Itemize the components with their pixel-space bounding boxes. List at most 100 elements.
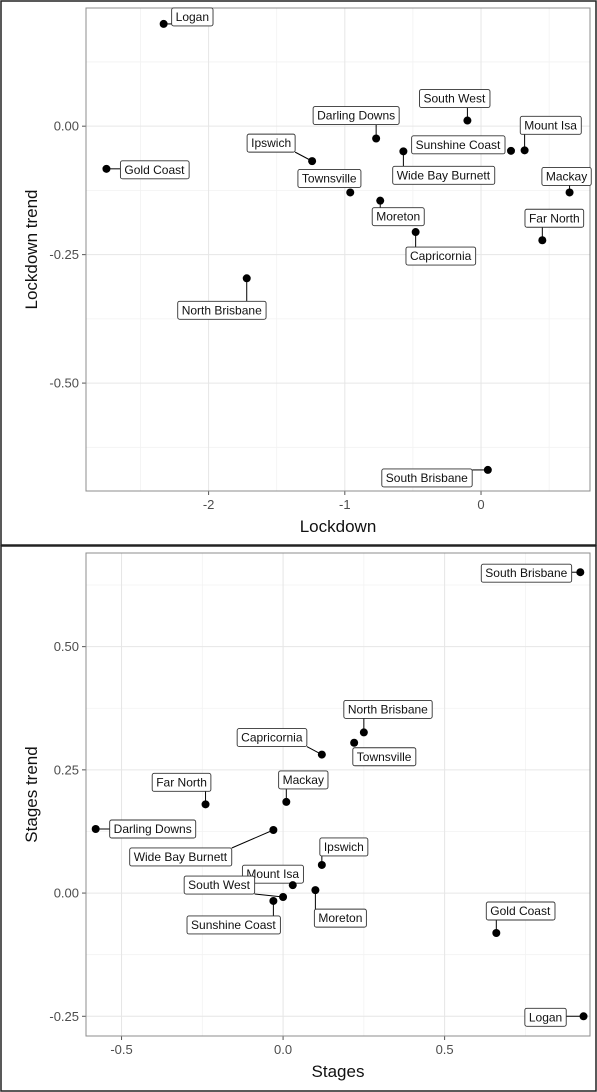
panel-2-point-group-far-north: Far North bbox=[151, 772, 212, 809]
panel-2-point-label-south-brisbane: South Brisbane bbox=[485, 566, 567, 580]
panel-1-point-group-north-brisbane: North Brisbane bbox=[177, 274, 267, 320]
panel-2-point-south-west bbox=[279, 893, 288, 902]
panel-2-leader-south-west bbox=[254, 893, 284, 898]
panel-1-point-logan bbox=[159, 19, 168, 28]
panel-2-label-box-far-north bbox=[151, 772, 212, 792]
panel-2: -0.5 0.0 0.5 0.50 0.25 0.00 -0.25 Stages Stages … bbox=[0, 545, 597, 1092]
panel-2-point-capricornia bbox=[317, 750, 326, 759]
panel-2-point-group-moreton: Moreton bbox=[311, 886, 367, 928]
panel-2-point-group-townsville: Townsville bbox=[350, 738, 417, 767]
panel-2-point-label-townsville: Townsville bbox=[357, 750, 412, 764]
panel-1-point-ipswich bbox=[308, 157, 317, 166]
panel-1-point-label-south-west: South West bbox=[423, 92, 485, 106]
panel-1-label-box-far-north bbox=[524, 208, 585, 228]
panel-2-point-group-gold-coast: Gold Coast bbox=[485, 901, 556, 937]
panel-2-point-group-south-brisbane: South Brisbane bbox=[480, 563, 585, 583]
panel-2-point-far-north bbox=[201, 800, 210, 809]
panel-2-point-label-far-north: Far North bbox=[156, 775, 207, 789]
panel-1-point-townsville bbox=[346, 188, 355, 197]
panel-1-label-box-south-west bbox=[419, 89, 491, 108]
panel-1-point-label-moreton: Moreton bbox=[376, 210, 420, 224]
panel-1-point-label-ipswich: Ipswich bbox=[251, 136, 291, 150]
panel-2-point-group-south-west: South West bbox=[183, 875, 288, 902]
panel-2-label-box-gold-coast bbox=[485, 901, 556, 921]
panel-2-leader-wide-bay-burnett bbox=[231, 829, 274, 849]
panel-2-point-gold-coast bbox=[492, 928, 501, 937]
panel-1-point-south-brisbane bbox=[483, 465, 492, 474]
panel-1-point-label-logan: Logan bbox=[176, 10, 209, 24]
panel-2-label-box-capricornia bbox=[236, 728, 308, 748]
panel-2-point-moreton bbox=[311, 886, 320, 895]
panel-2-point-group-mackay: Mackay bbox=[278, 770, 329, 806]
panel-2-label-box-darling-downs bbox=[109, 819, 197, 839]
panel-1-point-label-far-north: Far North bbox=[529, 211, 580, 225]
panel-1-point-label-capricornia: Capricornia bbox=[410, 249, 472, 263]
panel-1-x-tick-label: -2 bbox=[203, 497, 215, 512]
panel-2-point-group-darling-downs: Darling Downs bbox=[91, 819, 197, 839]
panel-1-point-group-mount-isa: Mount Isa bbox=[519, 115, 582, 155]
panel-1-label-box-mount-isa bbox=[519, 115, 582, 135]
panel-2-point-south-brisbane bbox=[576, 568, 585, 577]
panel-2-point-group-wide-bay-burnett: Wide Bay Burnett bbox=[129, 825, 278, 867]
panel-1-label-box-moreton bbox=[371, 207, 425, 227]
panel-1-x-tick-label: 0 bbox=[477, 497, 484, 512]
panel-1-x-axis-title: Lockdown bbox=[300, 517, 377, 536]
panel-1-point-far-north bbox=[538, 236, 547, 245]
panel-1-plot-area bbox=[86, 8, 590, 491]
panel-2-label-box-mount-isa bbox=[241, 864, 304, 884]
panel-1-point-label-sunshine-coast: Sunshine Coast bbox=[416, 138, 501, 152]
panel-1-label-box-mackay bbox=[541, 167, 592, 186]
panel-1-point-label-mount-isa: Mount Isa bbox=[524, 118, 577, 132]
panel-1-point-moreton bbox=[376, 196, 385, 205]
panel-2-y-tick-label: 0.00 bbox=[54, 886, 79, 901]
panel-1-label-box-ipswich bbox=[246, 133, 296, 153]
panel-2-x-tick-label: 0.5 bbox=[436, 1042, 454, 1057]
panel-1-point-group-south-brisbane: South Brisbane bbox=[381, 465, 492, 488]
panel-1-point-group-sunshine-coast: Sunshine Coast bbox=[411, 135, 515, 155]
panel-2-label-box-ipswich bbox=[319, 837, 369, 857]
panel-2-point-label-sunshine-coast: Sunshine Coast bbox=[191, 918, 276, 932]
panel-2-point-darling-downs bbox=[91, 825, 100, 833]
panel-1-y-tick-label: 0.00 bbox=[54, 119, 79, 134]
panel-2-point-north-brisbane bbox=[359, 728, 368, 737]
panel-2-point-label-darling-downs: Darling Downs bbox=[114, 822, 192, 836]
panel-1-point-gold-coast bbox=[102, 164, 111, 173]
panel-2-label-box-south-brisbane bbox=[480, 563, 573, 583]
panel-2-label-box-sunshine-coast bbox=[186, 915, 281, 935]
panel-1-x-tick-label: -1 bbox=[339, 497, 351, 512]
panel-1-plot-border bbox=[85, 7, 591, 492]
panel-2-point-label-south-west: South West bbox=[188, 878, 250, 892]
panel-1-point-north-brisbane bbox=[242, 274, 251, 283]
panel-2-point-group-sunshine-coast: Sunshine Coast bbox=[186, 896, 281, 935]
panel-1-label-box-sunshine-coast bbox=[411, 135, 506, 155]
panel-1-point-label-north-brisbane: North Brisbane bbox=[182, 303, 262, 317]
panel-1-point-sunshine-coast bbox=[506, 146, 515, 155]
panel-1-point-group-ipswich: Ipswich bbox=[246, 133, 317, 166]
panel-1-point-group-south-west: South West bbox=[419, 89, 491, 125]
panel-1-point-mackay bbox=[565, 188, 574, 197]
panel-1-label-box-gold-coast bbox=[119, 160, 190, 180]
panel-1-point-group-moreton: Moreton bbox=[371, 196, 425, 227]
panel-2-y-tick-label: 0.50 bbox=[54, 639, 79, 654]
panel-1-point-wide-bay-burnett bbox=[399, 147, 408, 156]
panel-1-label-box-logan bbox=[171, 7, 214, 27]
panel-1-label-box-south-brisbane bbox=[381, 468, 473, 488]
panel-2-point-group-mount-isa: Mount Isa bbox=[241, 864, 304, 890]
panel-1-point-label-gold-coast: Gold Coast bbox=[124, 163, 185, 177]
panel-1-point-group-townsville: Townsville bbox=[297, 169, 362, 197]
panel-2-point-label-mount-isa: Mount Isa bbox=[246, 867, 299, 881]
panel-1-point-group-wide-bay-burnett: Wide Bay Burnett bbox=[392, 147, 496, 185]
panel-2-point-label-logan: Logan bbox=[529, 1010, 562, 1024]
panel-2-label-box-south-west bbox=[183, 875, 256, 895]
panel-1-point-label-townsville: Townsville bbox=[302, 171, 357, 185]
panel-1-point-label-wide-bay-burnett: Wide Bay Burnett bbox=[397, 168, 491, 182]
panel-2-point-label-ipswich: Ipswich bbox=[324, 840, 364, 854]
panel-1-point-mount-isa bbox=[520, 146, 529, 155]
panel-1-point-south-west bbox=[463, 116, 472, 125]
panel-2-point-group-north-brisbane: North Brisbane bbox=[343, 699, 433, 737]
panel-2-point-label-mackay: Mackay bbox=[283, 773, 324, 787]
panel-2-y-tick-label: -0.25 bbox=[49, 1009, 79, 1024]
panel-1-point-label-darling-downs: Darling Downs bbox=[317, 109, 395, 123]
